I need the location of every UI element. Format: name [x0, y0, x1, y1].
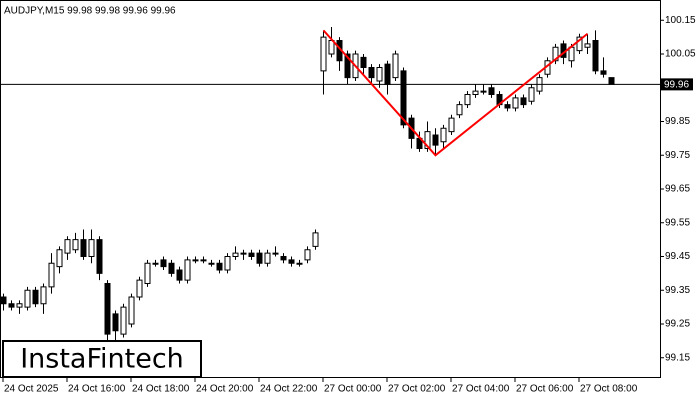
candle-body	[40, 286, 47, 305]
candle-body	[288, 259, 295, 264]
candle-body	[160, 259, 167, 268]
x-tick-label: 24 Oct 16:00	[68, 384, 126, 395]
candle-body	[592, 40, 599, 72]
candle-body	[8, 303, 15, 308]
candle-body	[600, 70, 607, 75]
candle-body	[216, 262, 223, 271]
candle-body	[368, 67, 375, 79]
x-tick-label: 24 Oct 20:00	[196, 384, 254, 395]
candle-body	[456, 104, 463, 116]
candle-body	[128, 296, 135, 325]
candle-body	[360, 56, 367, 68]
y-tick-label: 99.25	[665, 319, 690, 330]
current-price-label: 99.96	[664, 80, 689, 91]
candle-body	[584, 43, 591, 48]
candle-body	[344, 53, 351, 79]
candle-body	[176, 269, 183, 281]
y-tick-label: 100.05	[665, 49, 696, 60]
candle-body	[72, 239, 79, 251]
candle-body	[392, 53, 399, 79]
candle-body	[264, 252, 271, 264]
y-tick-label: 99.45	[665, 251, 690, 262]
candle-body	[432, 134, 439, 146]
candle-body	[424, 131, 431, 149]
candle-body	[192, 259, 199, 262]
candle-body	[472, 90, 479, 95]
candle-body	[48, 262, 55, 288]
x-tick-label: 24 Oct 18:00	[132, 384, 190, 395]
pattern-line	[322, 29, 589, 157]
candle-body	[16, 303, 23, 308]
logo-box	[2, 340, 202, 378]
candle-body	[208, 262, 215, 265]
y-tick-label: 99.85	[665, 116, 690, 127]
candle-body	[528, 87, 535, 102]
x-tick-label: 24 Oct 22:00	[260, 384, 318, 395]
candle-body	[24, 289, 31, 308]
x-tick-label: 27 Oct 06:00	[516, 384, 574, 395]
candle-body	[96, 239, 103, 274]
y-tick-label: 99.15	[665, 352, 690, 363]
y-tick-label: 99.65	[665, 184, 690, 195]
candle-body	[232, 252, 239, 257]
candle-body	[200, 259, 207, 262]
candle-body	[104, 283, 111, 335]
x-tick-label: 27 Oct 00:00	[324, 384, 382, 395]
logo-text: InstaFintech	[20, 344, 184, 375]
y-tick-label: 99.75	[665, 150, 690, 161]
x-tick-label: 27 Oct 02:00	[388, 384, 446, 395]
candle-body	[88, 239, 95, 257]
candle-body	[144, 262, 151, 284]
candle-body	[120, 306, 127, 335]
candle-body	[296, 262, 303, 265]
candle-body	[464, 94, 471, 106]
candle-body	[384, 63, 391, 85]
candle-body	[0, 296, 7, 305]
candle-body	[80, 239, 87, 257]
candle-body	[568, 46, 575, 62]
candle-body	[272, 252, 279, 255]
candle-body	[320, 36, 327, 72]
candle-body	[224, 256, 231, 271]
candle-body	[184, 259, 191, 281]
candle-body	[304, 249, 311, 261]
candle-body	[520, 97, 527, 106]
candle-body	[152, 262, 159, 265]
candle-body	[32, 289, 39, 305]
candle-body	[480, 90, 487, 93]
current-price-box	[661, 78, 693, 91]
candle-body	[512, 97, 519, 109]
y-tick-label: 99.35	[665, 285, 690, 296]
candle-body	[400, 70, 407, 126]
candle-body	[112, 313, 119, 332]
candle-body	[280, 256, 287, 261]
candle-body	[552, 46, 559, 62]
x-tick-label: 27 Oct 04:00	[452, 384, 510, 395]
candle-body	[56, 249, 63, 268]
candle-body	[448, 117, 455, 133]
candle-body	[440, 127, 447, 143]
candle-body	[376, 67, 383, 82]
candle-body	[488, 87, 495, 95]
candle-body	[168, 262, 175, 274]
candle-body	[248, 252, 255, 257]
x-tick-label: 27 Oct 08:00	[580, 384, 638, 395]
candle-body	[608, 77, 615, 85]
candle-body	[504, 104, 511, 109]
y-tick-label: 99.55	[665, 217, 690, 228]
candle-body	[64, 239, 71, 254]
y-tick-label: 100.15	[665, 15, 696, 26]
candle-body	[240, 252, 247, 255]
x-tick-label: 24 Oct 2025	[4, 384, 59, 395]
chart-title: AUDJPY,M15 99.98 99.98 99.96 99.96	[4, 6, 176, 17]
candle-body	[256, 252, 263, 264]
candle-body	[576, 36, 583, 52]
candle-body	[312, 232, 319, 247]
candle-body	[136, 279, 143, 298]
